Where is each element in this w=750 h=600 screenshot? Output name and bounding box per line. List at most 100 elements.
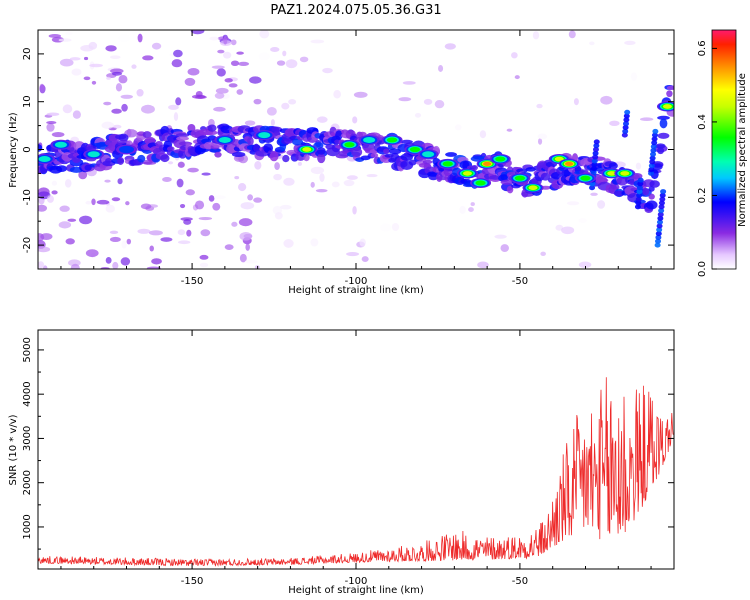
heatmap-speckle: [67, 218, 77, 222]
heatmap-speckle: [48, 33, 62, 38]
heatmap-speckle: [266, 106, 277, 116]
heatmap-speckle: [244, 120, 256, 126]
heatmap-peak: [54, 141, 67, 148]
heatmap-speckle: [282, 50, 287, 57]
heatmap-speckle: [177, 240, 191, 245]
heatmap-cell: [659, 192, 666, 198]
heatmap-speckle: [353, 91, 368, 98]
heatmap-cell: [635, 200, 642, 206]
heatmap-speckle: [91, 198, 96, 206]
heatmap-cell: [655, 238, 662, 244]
heatmap-peak: [87, 151, 100, 158]
heatmap-speckle: [83, 76, 91, 81]
colorbar-tick-label: 0.2: [697, 188, 708, 204]
heatmap-cell: [445, 152, 458, 157]
heatmap-cell: [142, 131, 152, 139]
heatmap-cell: [209, 148, 221, 153]
heatmap-speckle: [468, 207, 474, 212]
heatmap-speckle: [230, 39, 237, 46]
heatmap-cell: [666, 90, 673, 98]
heatmap-peak: [607, 171, 617, 176]
heatmap-cell: [656, 223, 663, 229]
heatmap-speckle: [216, 68, 226, 77]
heatmap-peak: [565, 161, 574, 166]
heatmap-speckle: [310, 39, 325, 44]
heatmap-speckle: [46, 123, 55, 132]
heatmap-speckle: [190, 30, 205, 35]
heatmap-speckle: [184, 77, 196, 86]
heatmap-speckle: [423, 98, 433, 105]
heatmap-cell: [660, 189, 667, 195]
heatmap-speckle: [537, 138, 543, 145]
heatmap-speckle: [281, 102, 290, 110]
heatmap-cell: [637, 177, 644, 183]
heatmap-speckle: [238, 183, 247, 192]
heatmap-speckle: [270, 119, 275, 126]
heatmap-cell: [166, 146, 175, 152]
heatmap-speckle: [239, 253, 247, 263]
heatmap-speckle: [140, 203, 152, 210]
colorbar-tick-label: 0.6: [697, 40, 708, 56]
heatmap-cell: [622, 125, 629, 131]
heatmap-speckle: [105, 204, 115, 213]
heatmap-speckle: [333, 89, 342, 99]
heatmap-speckle: [438, 64, 444, 72]
heatmap-cell: [621, 132, 628, 138]
heatmap-speckle: [470, 202, 475, 206]
heatmap-speckle: [477, 261, 489, 269]
heatmap-speckle: [148, 230, 163, 236]
heatmap-speckle: [85, 249, 99, 258]
heatmap-speckle: [187, 68, 200, 76]
chart-title: PAZ1.2024.075.05.36.G31: [270, 3, 441, 18]
heatmap-cell: [175, 133, 190, 138]
heatmap-speckle: [361, 256, 369, 263]
heatmap-cell: [591, 162, 598, 168]
heatmap-speckle: [214, 92, 225, 99]
heatmap-speckle: [213, 106, 226, 112]
heatmap-cell: [590, 169, 597, 175]
heatmap-speckle: [223, 36, 228, 45]
heatmap-cell: [649, 155, 656, 161]
heatmap-speckle: [103, 101, 112, 106]
heatmap-speckle: [38, 233, 45, 242]
snr-marks: [38, 377, 674, 567]
heatmap-cell: [636, 189, 643, 195]
heatmap-speckle: [38, 246, 51, 253]
heatmap-speckle: [46, 112, 60, 116]
heatmap-speckle: [46, 195, 54, 203]
heatmap-cell: [370, 152, 379, 158]
heatmap-x-label: Height of straight line (km): [288, 285, 424, 296]
heatmap-speckle: [297, 161, 302, 166]
heatmap-speckle: [69, 57, 81, 61]
heatmap-speckle: [494, 234, 507, 239]
heatmap-speckle: [209, 36, 219, 41]
heatmap-speckle: [85, 200, 92, 205]
heatmap-speckle: [112, 261, 119, 269]
heatmap-speckle: [131, 64, 137, 69]
heatmap-speckle: [238, 61, 250, 66]
heatmap-speckle: [322, 67, 333, 74]
heatmap-speckle: [175, 97, 182, 106]
heatmap-peak: [462, 171, 472, 176]
heatmap-cell: [652, 163, 663, 171]
heatmap-speckle: [146, 266, 161, 269]
heatmap-speckle: [253, 98, 262, 105]
heatmap-speckle: [283, 239, 294, 248]
heatmap-speckle: [109, 55, 121, 60]
heatmap-speckle: [43, 265, 48, 269]
heatmap-peak: [495, 156, 506, 162]
heatmap-speckle: [38, 204, 48, 212]
heatmap-peak: [554, 156, 564, 162]
heatmap-speckle: [234, 175, 240, 180]
heatmap-speckle: [78, 170, 88, 180]
heatmap-speckle: [259, 30, 270, 39]
heatmap-speckle: [126, 238, 132, 245]
heatmap-peak: [218, 136, 231, 143]
heatmap-speckle: [195, 95, 207, 99]
heatmap-speckle: [331, 181, 340, 188]
heatmap-peak: [422, 151, 435, 158]
heatmap-cell: [645, 200, 658, 210]
heatmap-speckle: [402, 81, 416, 85]
heatmap-speckle: [352, 205, 357, 215]
